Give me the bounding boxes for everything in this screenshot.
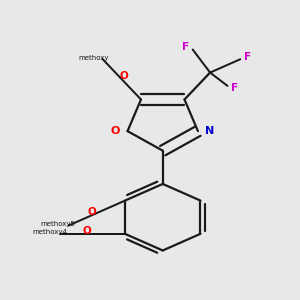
Text: O: O (83, 226, 92, 236)
Text: methoxy4: methoxy4 (32, 230, 67, 236)
Text: O: O (88, 206, 96, 217)
Text: methoxy5: methoxy5 (41, 221, 76, 227)
Text: F: F (231, 83, 239, 93)
Text: O: O (111, 126, 120, 136)
Text: methoxy: methoxy (78, 55, 109, 61)
Text: N: N (205, 126, 214, 136)
Text: F: F (182, 42, 189, 52)
Text: F: F (244, 52, 251, 62)
Text: O: O (119, 70, 128, 81)
